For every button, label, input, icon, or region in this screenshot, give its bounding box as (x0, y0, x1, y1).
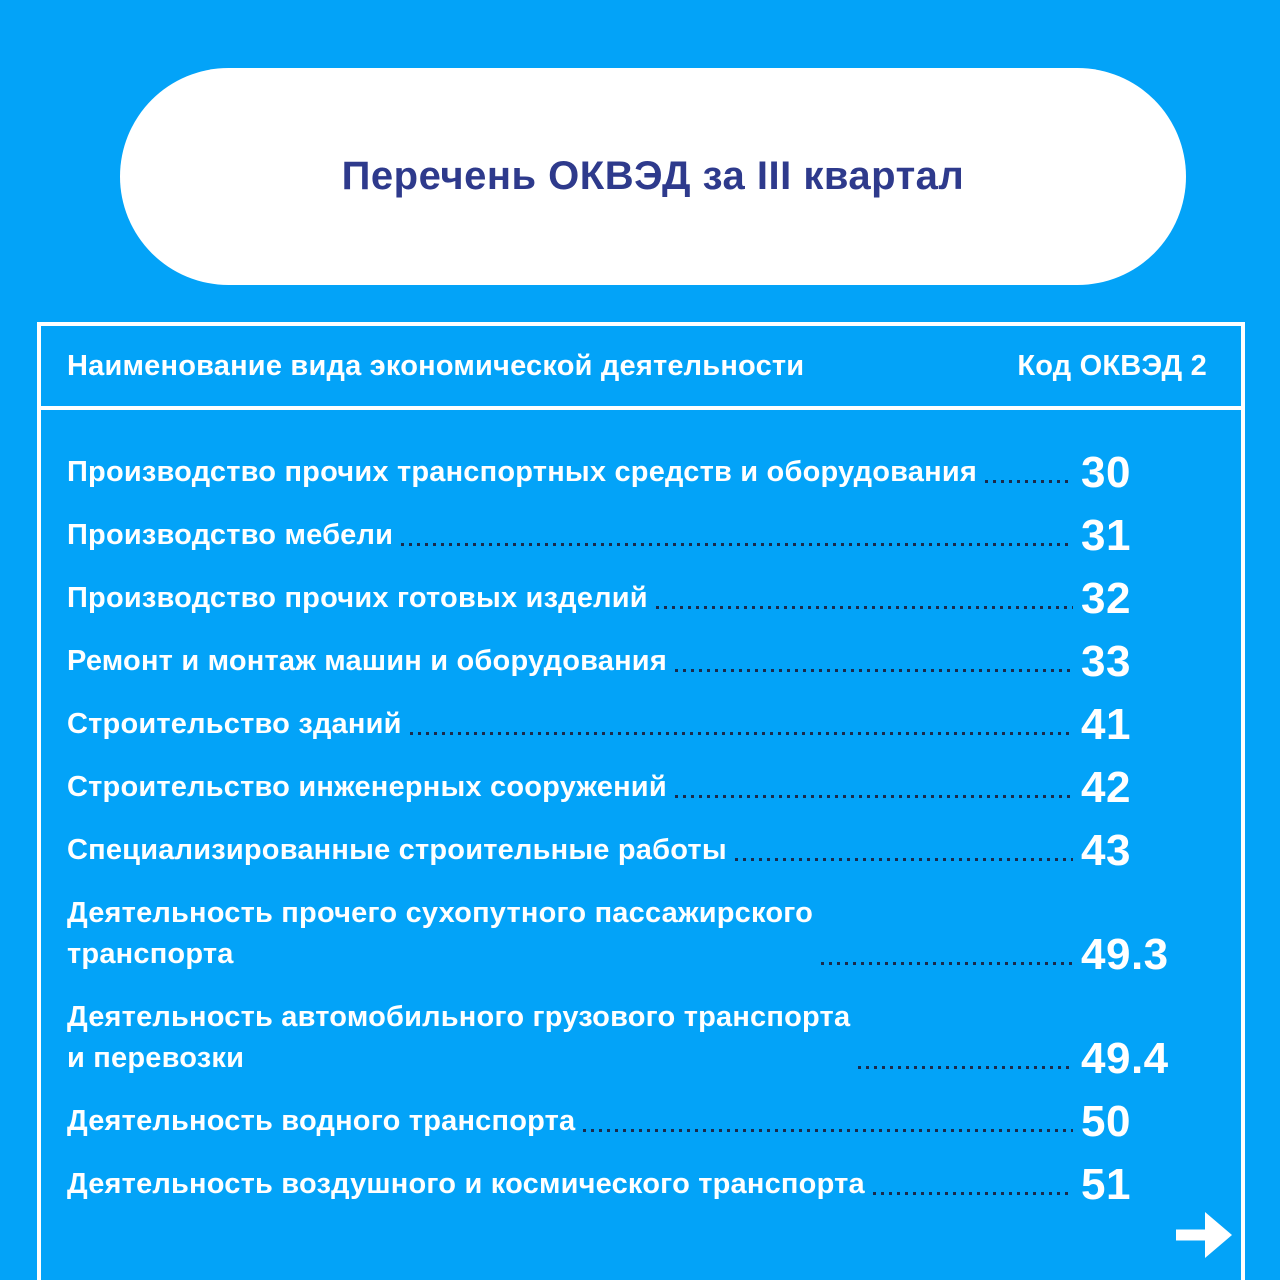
dotted-leader (674, 669, 1073, 672)
dotted-leader (821, 962, 1073, 965)
okved-code: 51 (1081, 1160, 1131, 1209)
dotted-leader (583, 1129, 1073, 1132)
table-row: Специализированные строительные работы 4… (67, 826, 1219, 875)
dotted-leader (401, 543, 1073, 546)
okved-code: 49.4 (1081, 1034, 1169, 1083)
activity-name: Ремонт и монтаж машин и оборудования (67, 645, 667, 677)
okved-code: 32 (1081, 574, 1131, 623)
activity-name: Строительство инженерных сооружений (67, 771, 667, 803)
dotted-leader (734, 858, 1073, 861)
table-row: Деятельность воздушного и космического т… (67, 1160, 1219, 1209)
activity-name: Производство прочих транспортных средств… (67, 456, 977, 488)
title-card: Перечень ОКВЭД за III квартал (120, 68, 1186, 285)
okved-code: 49.3 (1081, 930, 1169, 979)
activity-name: Производство прочих готовых изделий (67, 582, 648, 614)
table-row: Строительство зданий 41 (67, 700, 1219, 749)
table-row: Деятельность водного транспорта 50 (67, 1097, 1219, 1146)
dotted-leader (409, 732, 1073, 735)
table-row: Производство мебели 31 (67, 511, 1219, 560)
okved-code: 50 (1081, 1097, 1131, 1146)
column-header-okved-code: Код ОКВЭД 2 (1017, 349, 1207, 382)
activity-name: Строительство зданий (67, 708, 402, 740)
arrow-right-icon (1174, 1208, 1234, 1262)
dotted-leader (985, 480, 1073, 483)
okved-code: 43 (1081, 826, 1131, 875)
table-body: Производство прочих транспортных средств… (41, 410, 1241, 1209)
activity-name: Деятельность автомобильного грузового тр… (67, 1001, 851, 1074)
okved-code: 42 (1081, 763, 1131, 812)
dotted-leader (858, 1066, 1073, 1069)
okved-code: 31 (1081, 511, 1131, 560)
page-title: Перечень ОКВЭД за III квартал (341, 154, 965, 198)
table-row: Строительство инженерных сооружений 42 (67, 763, 1219, 812)
table-header: Наименование вида экономической деятельн… (41, 326, 1241, 410)
table-row: Деятельность автомобильного грузового тр… (67, 997, 1219, 1083)
dotted-leader (655, 606, 1073, 609)
okved-code: 41 (1081, 700, 1131, 749)
activity-name: Деятельность водного транспорта (67, 1105, 576, 1137)
activity-name: Производство мебели (67, 519, 394, 551)
table-row: Деятельность прочего сухопутного пассажи… (67, 893, 1219, 979)
table-row: Ремонт и монтаж машин и оборудования 33 (67, 637, 1219, 686)
okved-code: 33 (1081, 637, 1131, 686)
dotted-leader (674, 795, 1073, 798)
dotted-leader (872, 1192, 1073, 1195)
activity-name: Деятельность воздушного и космического т… (67, 1168, 865, 1200)
okved-table: Наименование вида экономической деятельн… (37, 322, 1245, 1280)
next-page-button[interactable] (1174, 1208, 1234, 1262)
activity-name: Деятельность прочего сухопутного пассажи… (67, 897, 814, 970)
activity-name: Специализированные строительные работы (67, 834, 727, 866)
table-row: Производство прочих готовых изделий 32 (67, 574, 1219, 623)
column-header-activity-name: Наименование вида экономической деятельн… (67, 349, 805, 382)
okved-code: 30 (1081, 448, 1131, 497)
table-row: Производство прочих транспортных средств… (67, 448, 1219, 497)
